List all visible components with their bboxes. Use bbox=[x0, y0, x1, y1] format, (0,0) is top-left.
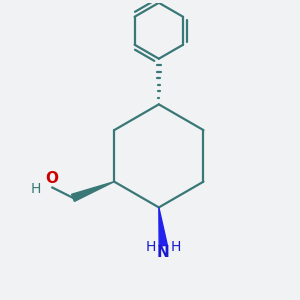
Text: H: H bbox=[146, 240, 156, 254]
Polygon shape bbox=[72, 182, 114, 201]
Text: N: N bbox=[157, 245, 169, 260]
Polygon shape bbox=[159, 207, 167, 246]
Text: H: H bbox=[31, 182, 41, 196]
Text: H: H bbox=[170, 240, 181, 254]
Text: O: O bbox=[45, 171, 58, 186]
